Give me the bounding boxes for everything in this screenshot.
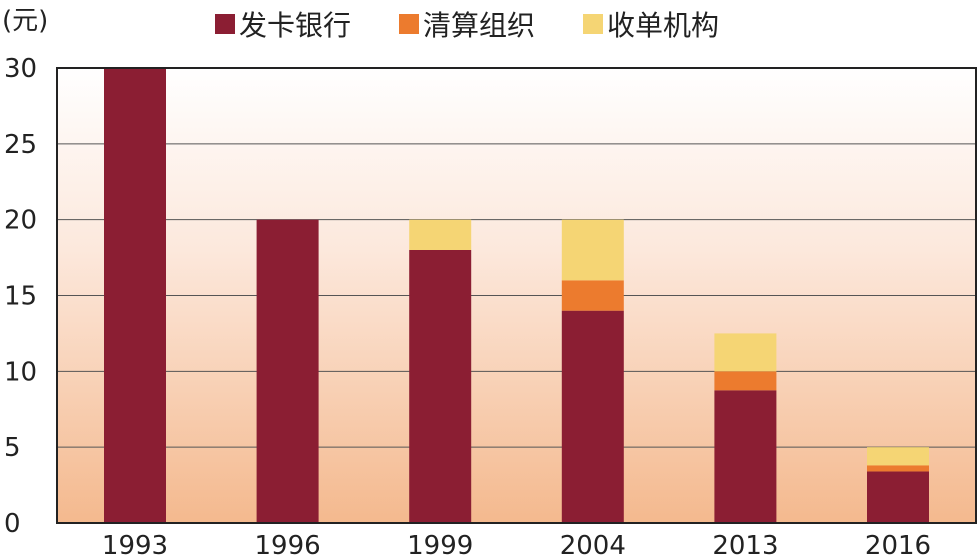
legend-label: 发卡银行: [239, 9, 352, 42]
bar-segment-2013-1: [714, 371, 777, 391]
y-tick-label: 10: [4, 357, 37, 387]
plot-border: [56, 67, 977, 524]
bar-segment-2016-2: [867, 447, 929, 466]
bar-segment-1993-0: [104, 68, 166, 523]
y-tick-label: 15: [4, 282, 37, 312]
x-tick-label: 2004: [560, 531, 626, 556]
bar-segment-2016-0: [867, 471, 929, 523]
legend-label: 清算组织: [423, 9, 536, 42]
legend-swatch: [583, 14, 604, 34]
y-tick-label: 30: [4, 54, 37, 84]
bar-segment-2004-2: [561, 219, 624, 281]
bar-segment-1999-0: [409, 250, 472, 523]
bar-segment-1999-2: [409, 219, 472, 250]
bar-segment-2004-1: [561, 280, 624, 311]
legend-item-clearing-org: 清算组织: [399, 4, 535, 44]
legend: 发卡银行 清算组织 收单机构: [215, 4, 767, 44]
bar-segment-2013-0: [714, 390, 777, 523]
legend-item-acquirer: 收单机构: [583, 4, 719, 44]
legend-label: 收单机构: [607, 9, 720, 42]
x-tick-label: 2013: [712, 531, 778, 556]
bar-segment-2016-1: [867, 465, 929, 472]
x-tick-label: 1999: [407, 531, 473, 556]
x-tick-label: 1993: [102, 531, 168, 556]
legend-swatch: [399, 14, 420, 34]
bar-segment-2004-0: [561, 310, 624, 523]
y-tick-label: 20: [4, 206, 37, 236]
x-tick-label: 2016: [865, 531, 931, 556]
bar-segment-1996-0: [256, 219, 319, 523]
y-tick-label: 0: [4, 509, 21, 539]
bar-segment-2013-2: [714, 333, 777, 372]
y-tick-label: 25: [4, 130, 37, 160]
legend-item-issuing-bank: 发卡银行: [215, 4, 351, 44]
legend-swatch: [215, 14, 235, 34]
y-tick-label: 5: [4, 433, 21, 463]
x-tick-label: 1996: [255, 531, 321, 556]
y-axis-unit-label: (元): [2, 6, 49, 36]
